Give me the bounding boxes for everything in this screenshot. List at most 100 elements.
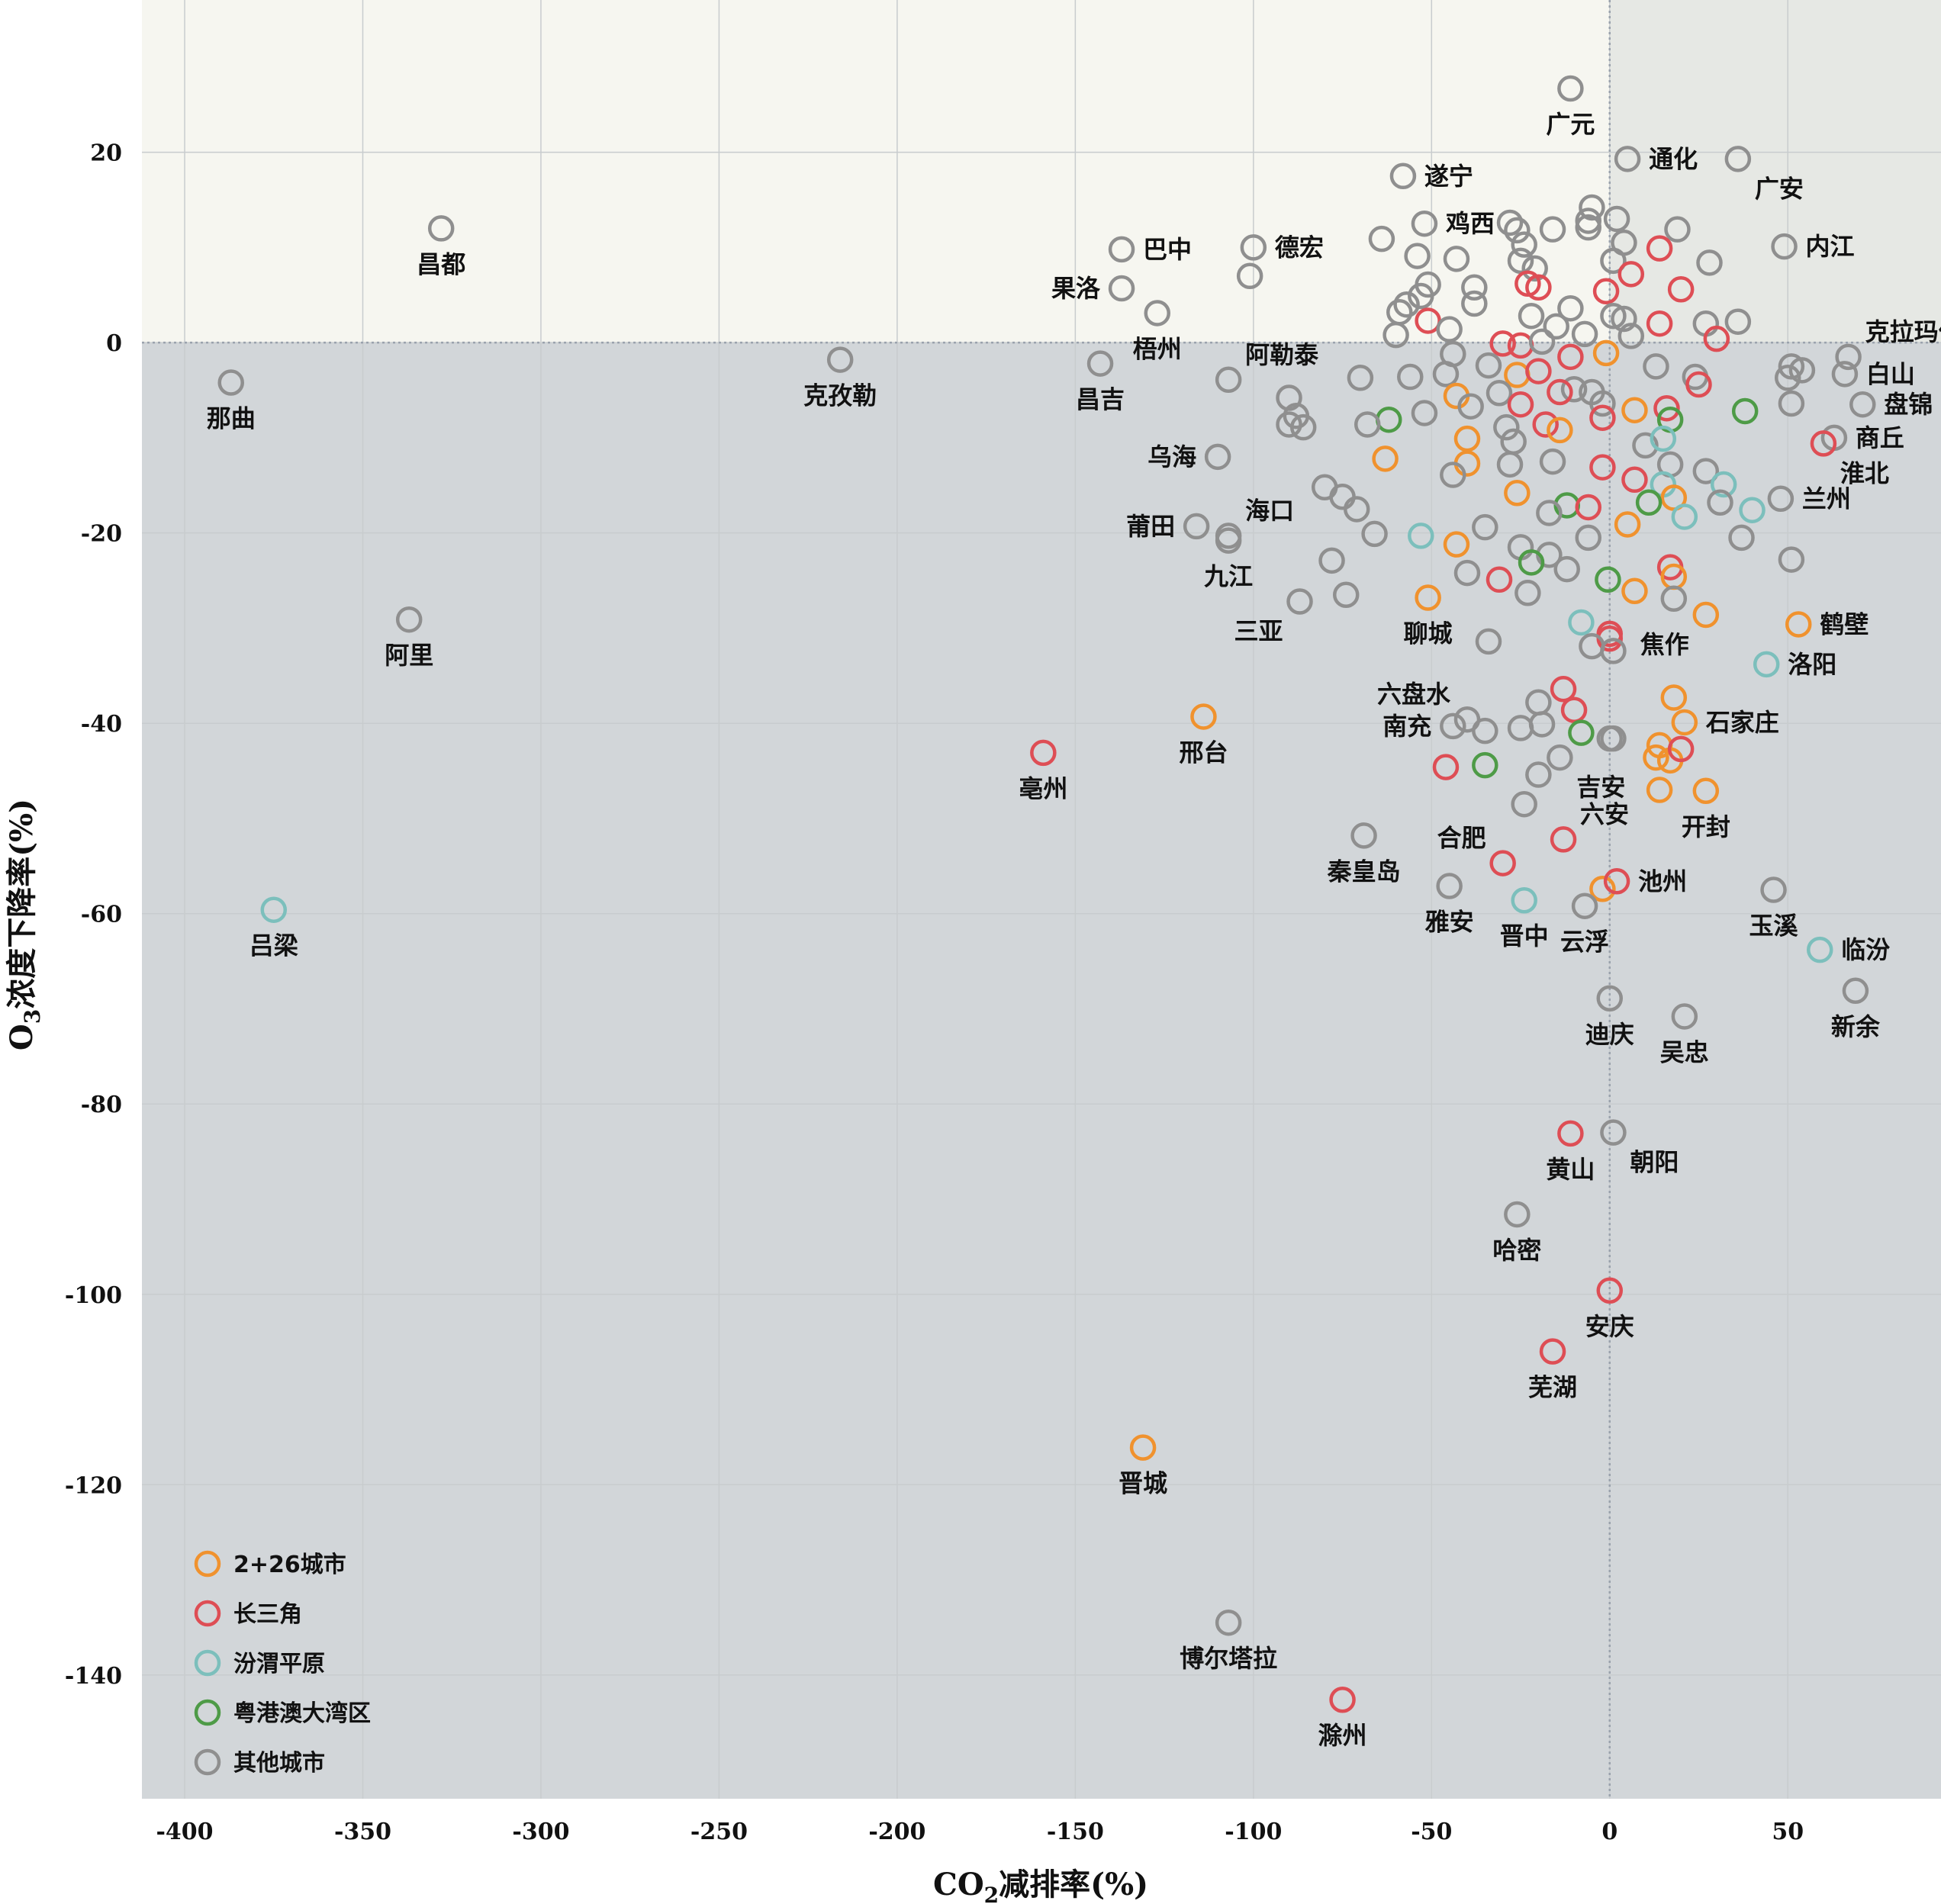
data-point [1397,363,1424,391]
data-point [1475,352,1502,379]
data-point [1215,527,1242,554]
data-point [1547,744,1573,771]
data-point [1507,247,1534,275]
data-point [1575,207,1601,234]
legend-label: 汾渭平原 [233,1651,325,1677]
data-point [395,606,423,633]
data-point [1575,524,1601,552]
data-point [1504,1201,1531,1228]
city-label: 芜湖 [1528,1373,1577,1402]
data-point [1611,305,1637,333]
data-point [1461,274,1488,301]
data-point [1671,709,1698,736]
y-tick-label: 0 [106,330,122,357]
city-label: 吕梁 [249,931,298,960]
data-point [1440,712,1466,740]
data-point [1849,391,1876,418]
x-tick-label: -250 [690,1819,748,1845]
data-point [1589,390,1616,417]
data-point [1543,313,1569,340]
city-label: 内江 [1806,232,1855,261]
data-point [1731,397,1759,425]
city-label: 广安 [1755,174,1804,203]
data-point [1547,416,1573,444]
data-point [1453,425,1481,452]
data-point [1646,235,1673,262]
data-point [1343,496,1370,523]
data-point [1614,146,1641,172]
data-point [1600,302,1627,330]
data-point [1393,291,1420,318]
data-point [1760,876,1787,903]
data-point [1361,520,1388,548]
y-tick-label: -120 [65,1472,122,1499]
data-point [1728,524,1755,552]
data-point [1603,205,1630,233]
x-tick-label: 50 [1772,1819,1804,1845]
data-point [1778,546,1805,573]
data-point [1707,489,1733,516]
data-point [1086,350,1114,377]
data-point [1614,511,1641,538]
data-point [1183,513,1210,540]
data-point [1660,684,1688,711]
city-label: 博尔塔拉 [1180,1644,1277,1673]
data-point [1539,1338,1566,1365]
data-point [1560,376,1588,403]
data-point [1650,425,1677,452]
data-point [1129,1434,1157,1461]
city-label: 新余 [1831,1012,1881,1041]
data-point [1660,585,1688,613]
data-point [1767,485,1795,513]
city-label: 亳州 [1019,774,1067,803]
data-point [1646,310,1673,337]
data-point [1635,489,1663,516]
data-point [1788,357,1816,384]
city-label: 石家庄 [1705,708,1779,737]
data-point [1739,497,1766,523]
data-point [1842,977,1869,1005]
data-point [1831,361,1859,388]
axis-ticks: -400 -350 -300 -250 -200 -150 -100 -50 0 50 20 0 -20… [65,140,1804,1845]
data-point [1489,330,1516,357]
data-point [1383,321,1409,349]
data-point [1354,411,1381,438]
data-point [1511,231,1537,258]
data-point [1667,735,1695,763]
city-label: 哈密 [1492,1236,1541,1265]
data-point [1404,243,1431,269]
data-point [1550,676,1577,703]
data-point [1453,706,1481,733]
bg-upper-left [142,0,1610,343]
y-tick-label: -140 [65,1663,122,1690]
data-point [1411,210,1438,237]
data-point [1432,754,1460,780]
city-label: 白山 [1866,359,1915,388]
data-point [1685,371,1712,398]
data-point [1589,404,1616,431]
data-point [1432,361,1460,388]
data-point [1692,777,1720,805]
data-point [1030,739,1057,767]
data-point [1518,302,1545,330]
data-point [1528,328,1556,355]
x-tick-label: -50 [1411,1819,1452,1845]
x-tick-label: -200 [868,1819,925,1845]
city-label: 鹤壁 [1820,609,1869,638]
data-point [1347,365,1374,391]
data-point [1553,555,1580,583]
city-label: 南充 [1383,712,1431,741]
y-tick-label: -20 [81,521,122,548]
city-label: 乌海 [1148,442,1196,471]
data-point [1389,162,1417,190]
data-point [1525,761,1552,788]
data-point [1475,628,1502,655]
data-point [1575,214,1601,241]
city-label: 那曲 [207,404,256,433]
legend-label: 其他城市 [233,1750,325,1777]
data-point [1692,601,1720,629]
data-point [1778,390,1805,417]
data-point [1592,278,1620,305]
